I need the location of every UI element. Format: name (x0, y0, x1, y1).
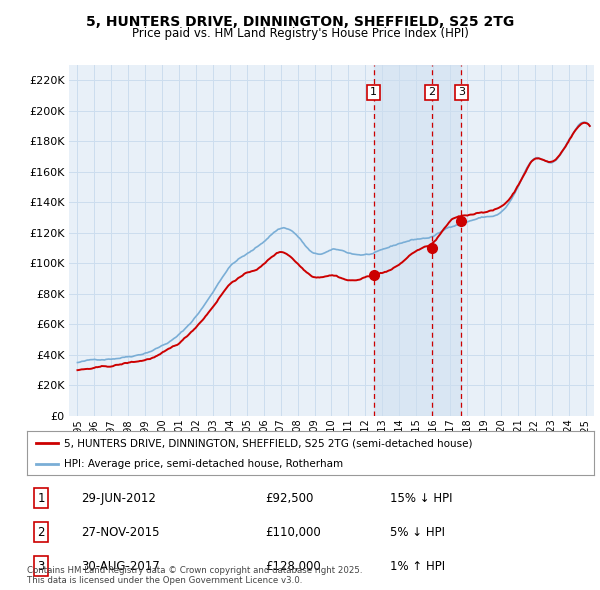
Text: 1% ↑ HPI: 1% ↑ HPI (390, 559, 445, 572)
Text: 2: 2 (37, 526, 45, 539)
Text: 5% ↓ HPI: 5% ↓ HPI (390, 526, 445, 539)
Text: 5, HUNTERS DRIVE, DINNINGTON, SHEFFIELD, S25 2TG: 5, HUNTERS DRIVE, DINNINGTON, SHEFFIELD,… (86, 15, 514, 29)
Text: Price paid vs. HM Land Registry's House Price Index (HPI): Price paid vs. HM Land Registry's House … (131, 27, 469, 40)
Text: 30-AUG-2017: 30-AUG-2017 (81, 559, 160, 572)
Text: 1: 1 (370, 87, 377, 97)
Text: 29-JUN-2012: 29-JUN-2012 (81, 492, 156, 505)
Text: £128,000: £128,000 (265, 559, 321, 572)
Text: 5, HUNTERS DRIVE, DINNINGTON, SHEFFIELD, S25 2TG (semi-detached house): 5, HUNTERS DRIVE, DINNINGTON, SHEFFIELD,… (64, 438, 472, 448)
Text: Contains HM Land Registry data © Crown copyright and database right 2025.
This d: Contains HM Land Registry data © Crown c… (27, 566, 362, 585)
Text: 1: 1 (37, 492, 45, 505)
Text: 3: 3 (458, 87, 465, 97)
Bar (374, 65, 461, 416)
Text: 3: 3 (37, 559, 45, 572)
Text: £92,500: £92,500 (265, 492, 314, 505)
Text: 15% ↓ HPI: 15% ↓ HPI (390, 492, 452, 505)
Text: 2: 2 (428, 87, 435, 97)
Text: £110,000: £110,000 (265, 526, 321, 539)
Text: HPI: Average price, semi-detached house, Rotherham: HPI: Average price, semi-detached house,… (64, 459, 343, 469)
Text: 27-NOV-2015: 27-NOV-2015 (81, 526, 160, 539)
